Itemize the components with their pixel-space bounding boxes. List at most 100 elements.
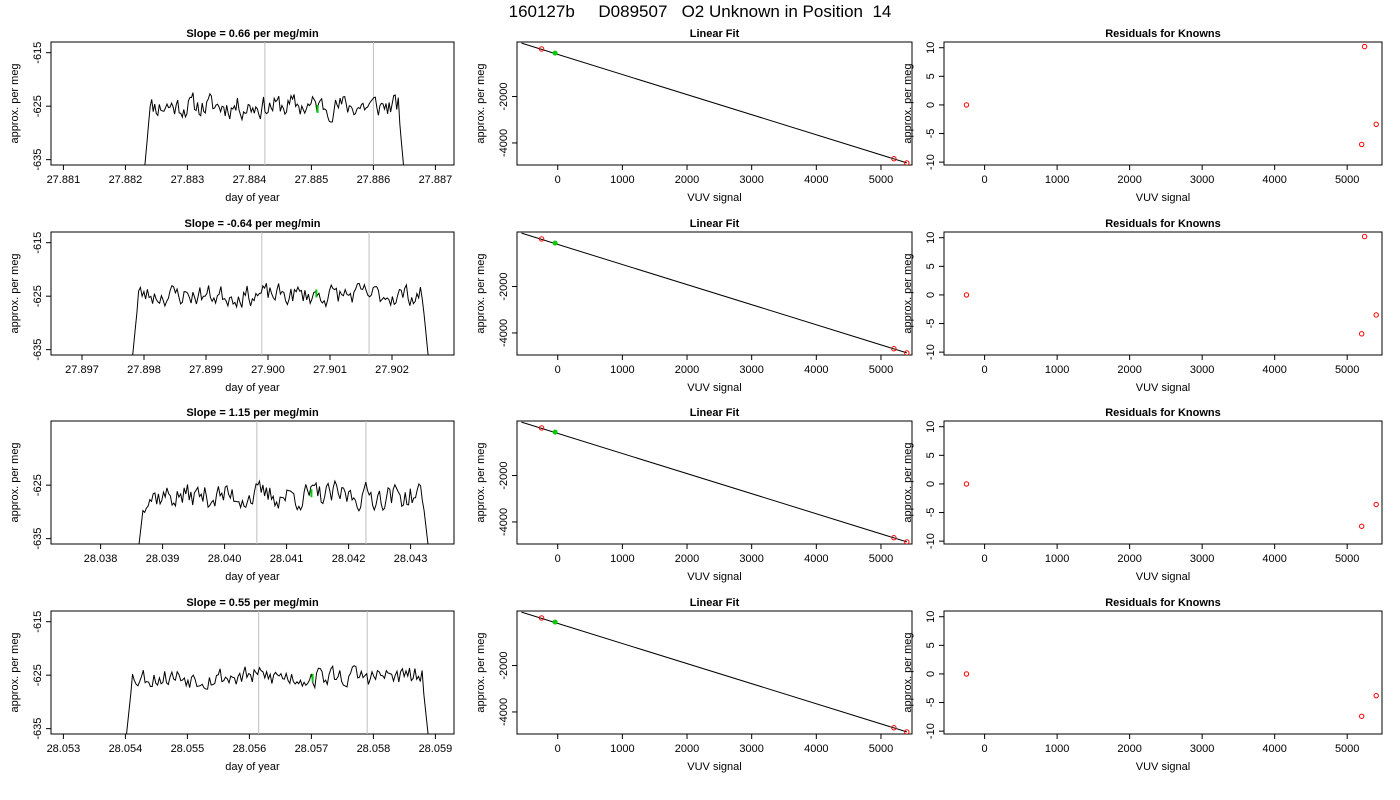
- unknown-point: [552, 619, 558, 625]
- panel-r4-residuals: Residuals for Knowns 0 1000 2000 3000 4000 500…: [902, 597, 1383, 773]
- panel-r3-residuals: Residuals for Knowns 0 1000 2000 3000 4000 500…: [902, 407, 1383, 583]
- y-tick-label: 5: [925, 73, 937, 79]
- x-tick-label: 1000: [610, 553, 634, 565]
- x-tick-label: 4000: [1262, 743, 1286, 755]
- plot-area: [963, 671, 1379, 719]
- x-tick-label: 5000: [1335, 553, 1359, 565]
- y-tick-label: -2000: [498, 651, 510, 679]
- y-tick-label: -10: [925, 533, 937, 549]
- plot-area: [963, 233, 1379, 337]
- y-tick-label: -625: [32, 285, 44, 307]
- x-tick-label: 28.055: [171, 743, 205, 755]
- y-tick-label: 0: [925, 481, 937, 487]
- y-tick-label: -4000: [498, 319, 510, 347]
- x-axis-label: VUV signal: [687, 571, 741, 583]
- x-tick-label: 27.900: [251, 364, 285, 376]
- x-tick-label: 4000: [804, 174, 828, 186]
- y-tick-label: 5: [925, 642, 937, 648]
- series-line: [138, 479, 429, 544]
- plot-frame: [50, 610, 455, 735]
- unknown-point: [552, 50, 558, 56]
- y-axis-label: approx. per meg: [475, 63, 487, 143]
- y-tick-label: 0: [925, 102, 937, 108]
- known-point: [538, 46, 545, 52]
- panel-title: Linear Fit: [690, 218, 740, 230]
- y-axis-label: approx. per meg: [902, 442, 914, 522]
- y-axis-label: approx. per meg: [902, 632, 914, 712]
- known-point: [904, 160, 910, 165]
- y-tick-label: 10: [925, 611, 937, 623]
- x-tick-label: 2000: [1117, 553, 1141, 565]
- y-tick-label: -615: [32, 42, 44, 64]
- x-tick-label: 27.898: [127, 364, 161, 376]
- residual-point: [1361, 233, 1368, 240]
- plot-area: [963, 43, 1379, 148]
- y-axis-label: approx. per meg: [9, 63, 21, 143]
- plot-frame: [943, 231, 1383, 356]
- y-tick-label: -625: [32, 474, 44, 496]
- known-point: [891, 535, 897, 541]
- x-tick-label: 5000: [1335, 174, 1359, 186]
- y-tick-label: 5: [925, 452, 937, 458]
- x-tick-label: 27.882: [109, 174, 143, 186]
- residual-point: [1373, 312, 1379, 318]
- plot-area: [132, 232, 429, 355]
- x-tick-label: 28.059: [419, 743, 453, 755]
- x-tick-label: 2000: [1117, 364, 1141, 376]
- fit-line: [521, 421, 907, 543]
- y-tick-label: 10: [925, 232, 937, 244]
- series-line: [144, 92, 404, 165]
- x-axis-label: VUV signal: [687, 761, 741, 773]
- panel-r1-residuals: Residuals for Knowns 0 1000 2000 3000 4000 500…: [902, 28, 1383, 204]
- x-tick-label: 2000: [675, 364, 699, 376]
- plot-area: [521, 611, 910, 734]
- x-tick-label: 3000: [1190, 364, 1214, 376]
- y-axis-label: approx. per meg: [475, 442, 487, 522]
- residual-point: [963, 481, 970, 487]
- plot-frame: [943, 610, 1383, 735]
- y-tick-label: 0: [925, 292, 937, 298]
- known-point: [904, 350, 910, 355]
- residual-point: [963, 671, 970, 677]
- x-axis-label: VUV signal: [687, 192, 741, 204]
- x-tick-label: 5000: [869, 174, 893, 186]
- y-tick-label: -5: [925, 508, 937, 518]
- x-tick-label: 1000: [610, 743, 634, 755]
- plot-frame: [516, 41, 913, 166]
- panel-r1-timeseries: Slope = 0.66 per meg/min 27.881 27.882 27.8…: [9, 28, 455, 204]
- y-axis-label: approx. per meg: [475, 253, 487, 333]
- plot-frame: [516, 420, 913, 545]
- panel-title: Residuals for Knowns: [1105, 28, 1221, 40]
- x-tick-label: 27.899: [189, 364, 223, 376]
- panel-r4-timeseries: Slope = 0.55 per meg/min 28.053 28.054 28.0…: [9, 597, 455, 773]
- y-tick-label: -4000: [498, 508, 510, 536]
- x-tick-label: 28.038: [84, 553, 118, 565]
- panel-title: Slope = -0.64 per meg/min: [184, 218, 320, 230]
- residual-point: [1373, 121, 1379, 128]
- x-tick-label: 28.042: [332, 553, 366, 565]
- panel-title: Residuals for Knowns: [1105, 407, 1221, 419]
- plot-frame: [50, 231, 455, 356]
- x-tick-label: 3000: [1190, 743, 1214, 755]
- known-point: [538, 425, 545, 431]
- x-tick-label: 5000: [1335, 743, 1359, 755]
- series-line: [132, 282, 429, 355]
- panel-title: Residuals for Knowns: [1105, 218, 1221, 230]
- x-axis-label: VUV signal: [687, 382, 741, 394]
- x-tick-label: 5000: [1335, 364, 1359, 376]
- panel-r2-fit: Linear Fit 0 1000 2000 3000 4000 5000 -2000 -400…: [475, 218, 913, 394]
- plot-area: [963, 481, 1379, 529]
- y-tick-label: -2000: [498, 82, 510, 110]
- residual-point: [1358, 523, 1365, 529]
- plot-frame: [516, 231, 913, 356]
- x-axis-label: day of year: [225, 192, 280, 204]
- panel-r2-residuals: Residuals for Knowns 0 1000 2000 3000 4000 500…: [902, 218, 1383, 394]
- x-tick-label: 28.058: [357, 743, 391, 755]
- unknown-point: [552, 429, 558, 435]
- x-tick-label: 5000: [869, 364, 893, 376]
- y-tick-label: -10: [925, 723, 937, 739]
- x-tick-label: 28.040: [208, 553, 242, 565]
- plot-area: [138, 421, 429, 544]
- x-tick-label: 27.897: [65, 364, 99, 376]
- plot-frame: [50, 420, 455, 545]
